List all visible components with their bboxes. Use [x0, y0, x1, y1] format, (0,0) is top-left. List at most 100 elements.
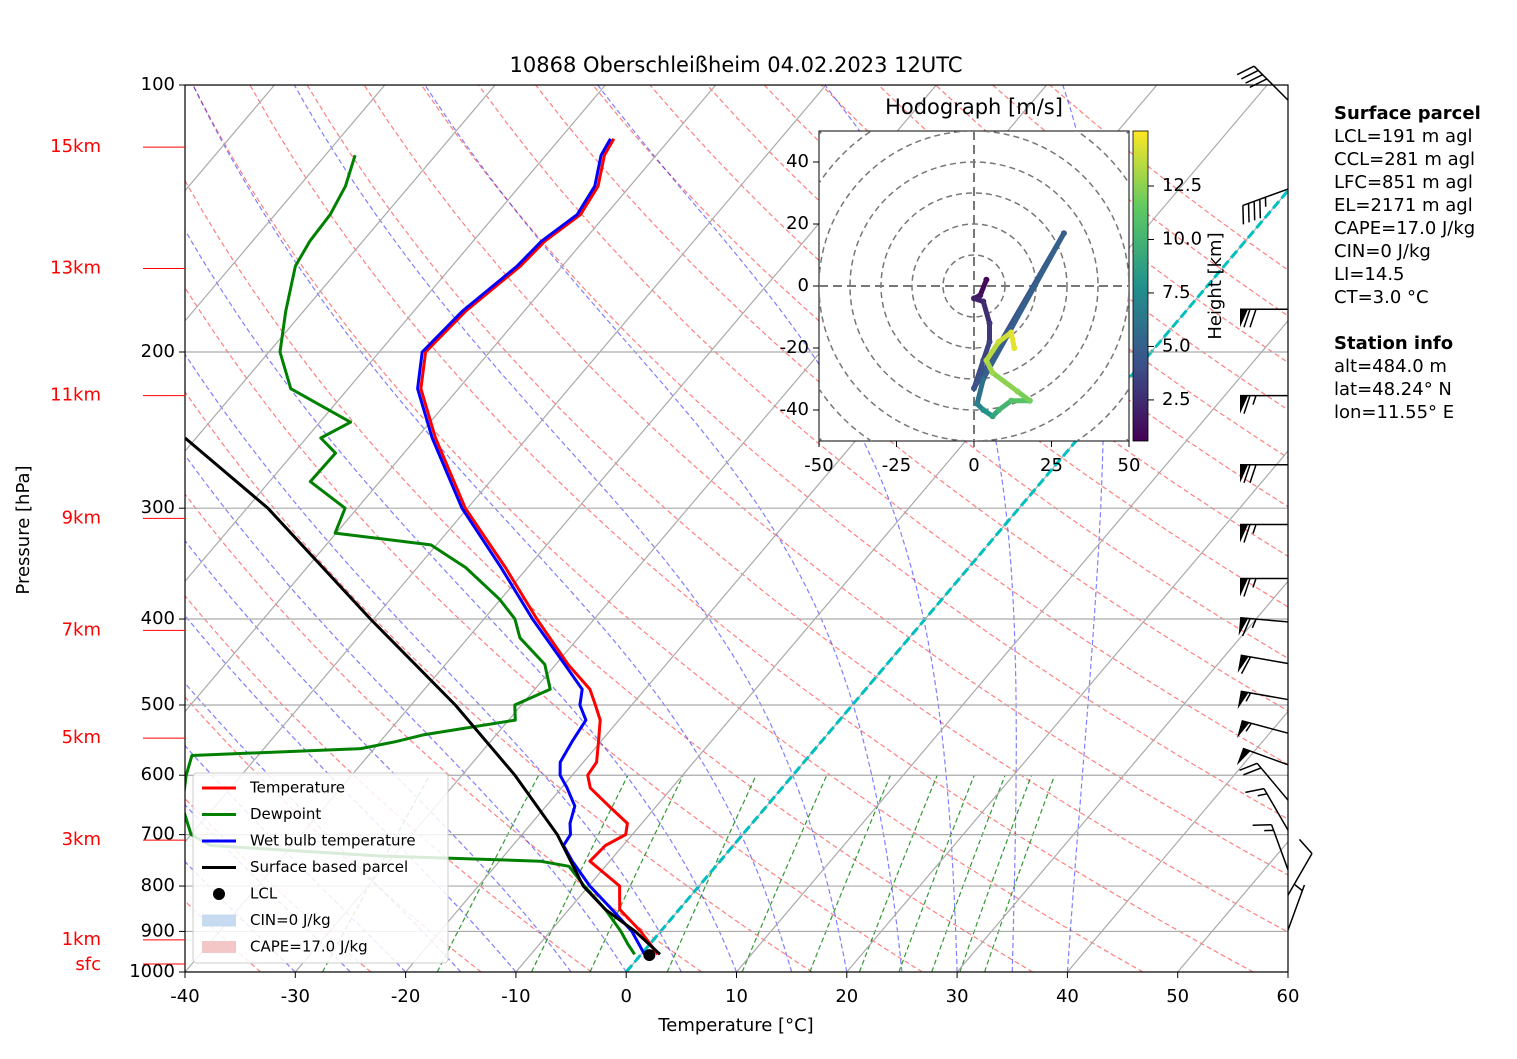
isotherm [736, 319, 1288, 972]
x-tick-label: 50 [1118, 455, 1141, 476]
barb-line [1239, 762, 1258, 771]
wind-barb [1236, 720, 1289, 739]
height-label: 1km [62, 929, 101, 950]
info-line: CAPE=17.0 J/kg [1334, 218, 1476, 239]
info-line: CT=3.0 °C [1334, 287, 1429, 308]
info-line: LI=14.5 [1334, 264, 1405, 285]
barb-line [1240, 69, 1259, 80]
dry-adiabat [306, 85, 1288, 933]
profile-line [185, 154, 636, 956]
wind-barbs [1236, 65, 1313, 931]
barb-line [1243, 464, 1251, 483]
info-line: EL=2171 m agl [1334, 195, 1473, 216]
legend-swatch [202, 914, 236, 927]
hodograph-segment [980, 299, 992, 326]
barb-half [1245, 692, 1252, 702]
y-tick-label: 300 [141, 497, 175, 518]
dry-adiabat [185, 493, 703, 972]
barb-flag [1240, 395, 1248, 414]
y-tick-label: 1000 [129, 961, 175, 982]
isotherm [185, 85, 606, 583]
height-label: 13km [50, 257, 101, 278]
info-line: lon=11.55° E [1334, 402, 1455, 423]
moist-adiabat [293, 85, 848, 972]
wind-barb [1237, 654, 1289, 674]
legend-label: Dewpoint [250, 805, 321, 823]
colorbar-tick-label: 2.5 [1162, 389, 1191, 410]
profile-line [416, 138, 646, 956]
hodograph-segment [980, 230, 1067, 382]
info-line: LCL=191 m agl [1334, 126, 1473, 147]
wind-barb [1239, 762, 1289, 801]
x-tick-label: 50 [1166, 986, 1189, 1007]
y-tick-label: 900 [141, 920, 175, 941]
height-label: 5km [62, 727, 101, 748]
legend-label: CIN=0 J/kg [250, 911, 331, 929]
barb-flag [1236, 748, 1251, 766]
hodograph-segment [974, 376, 986, 407]
height-label: 11km [50, 385, 101, 406]
hodograph-plot [819, 131, 1129, 441]
barb-half [1294, 884, 1303, 892]
barb-line [1245, 787, 1265, 794]
height-label: 9km [62, 507, 101, 528]
wind-barb [1237, 690, 1289, 709]
legend-label: LCL [250, 885, 278, 903]
dry-adiabat [185, 179, 1034, 972]
colorbar-tick-label: 7.5 [1162, 282, 1191, 303]
legend-box [192, 772, 449, 964]
height-label: 3km [62, 829, 101, 850]
isotherm [1066, 710, 1288, 972]
barb-half [1252, 395, 1257, 405]
barb-half [1245, 722, 1252, 732]
mixing-ratio-line [666, 774, 757, 972]
dry-adiabat [478, 85, 1288, 766]
hodograph: Hodograph [m/s] Height [km] -50 -25 0 25 50 -… [780, 95, 1226, 476]
x-tick-label: -20 [391, 986, 420, 1007]
x-tick-label: -30 [281, 986, 310, 1007]
wind-barb [1287, 838, 1313, 896]
wind-barb [1252, 823, 1289, 871]
moist-adiabat [185, 539, 572, 972]
dry-adiabat [185, 286, 923, 972]
barb-flag [1240, 309, 1248, 328]
barb-flag [1238, 617, 1249, 636]
y-tick-label: 800 [141, 875, 175, 896]
barb-line [1243, 309, 1251, 328]
dry-adiabat [192, 85, 1144, 972]
legend-swatch [213, 888, 225, 900]
colorbar-tick-label: 12.5 [1162, 175, 1202, 196]
hodograph-segment [980, 339, 992, 363]
barb-line [1249, 464, 1257, 483]
dry-adiabat [420, 85, 1288, 820]
height-label: 15km [50, 136, 101, 157]
y-tick-label: -20 [780, 337, 809, 358]
wind-barb [1287, 884, 1306, 931]
x-tick-label: -50 [804, 455, 833, 476]
barb-flag [1240, 578, 1248, 597]
barb-line [1236, 65, 1255, 76]
x-tick-label: -10 [501, 986, 530, 1007]
x-tick-label: 0 [620, 986, 631, 1007]
hodograph-segment [990, 370, 1020, 394]
wind-barb [1242, 188, 1289, 225]
y-tick-label: 700 [141, 824, 175, 845]
barb-staff [1253, 65, 1289, 101]
barb-half [1252, 524, 1257, 534]
wind-barb [1240, 577, 1288, 597]
profile-line [185, 436, 662, 956]
barb-line [1253, 201, 1256, 221]
moist-adiabat [185, 682, 462, 972]
moist-adiabat [185, 454, 627, 972]
moist-adiabat [185, 614, 517, 972]
x-tick-label: 20 [835, 986, 858, 1007]
barb-line [1243, 578, 1251, 597]
y-tick-label: 20 [786, 213, 809, 234]
mixing-ratio-line [931, 774, 1006, 972]
barb-half [1252, 578, 1257, 588]
info-heading: Surface parcel [1334, 103, 1481, 124]
barb-line [1259, 199, 1262, 219]
info-line: LFC=851 m agl [1334, 172, 1473, 193]
